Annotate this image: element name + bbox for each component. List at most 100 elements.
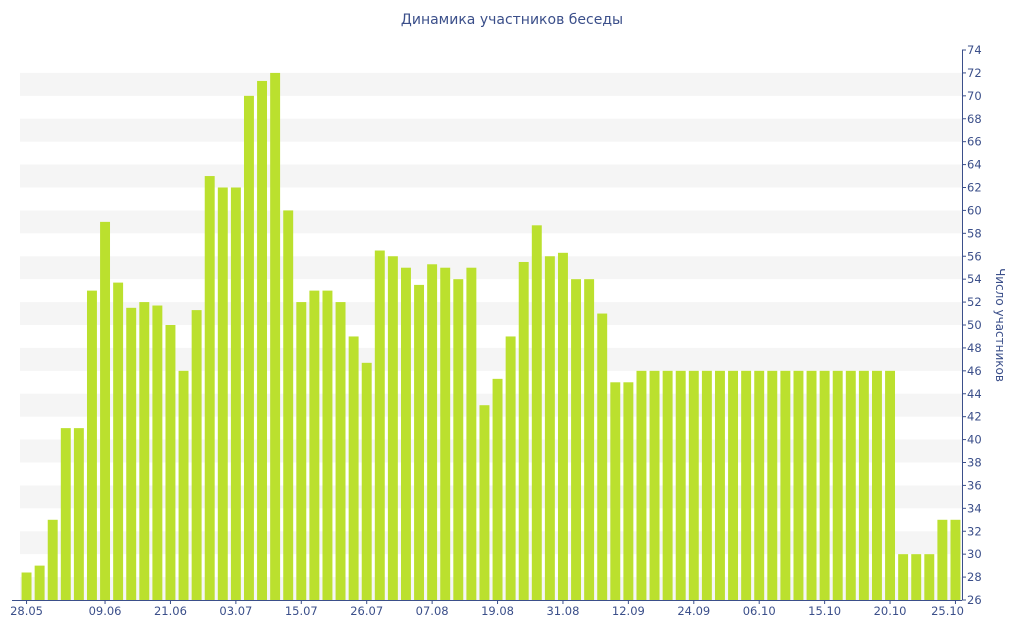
bar[interactable]: [283, 210, 294, 600]
bar[interactable]: [126, 307, 137, 600]
bar[interactable]: [937, 519, 948, 600]
bar[interactable]: [714, 370, 725, 600]
bar[interactable]: [296, 302, 307, 600]
bar[interactable]: [270, 72, 281, 600]
y-tick-label: 58: [967, 226, 982, 240]
bar[interactable]: [86, 290, 97, 600]
bar[interactable]: [845, 370, 856, 600]
bar[interactable]: [531, 225, 542, 600]
y-tick-label: 62: [967, 181, 982, 195]
x-tick-label: 12.09: [612, 604, 645, 618]
bar[interactable]: [741, 370, 752, 600]
bar[interactable]: [322, 290, 333, 600]
bar[interactable]: [243, 95, 254, 600]
bar[interactable]: [492, 378, 503, 600]
bar[interactable]: [688, 370, 699, 600]
bar[interactable]: [584, 279, 595, 600]
bar[interactable]: [21, 572, 32, 601]
y-tick-label: 66: [967, 135, 982, 149]
bar[interactable]: [911, 554, 922, 600]
bar[interactable]: [544, 256, 555, 600]
bar[interactable]: [950, 519, 961, 600]
bar[interactable]: [466, 267, 477, 600]
bar[interactable]: [165, 325, 176, 600]
bar[interactable]: [885, 370, 896, 600]
bar[interactable]: [623, 382, 634, 600]
y-tick-label: 28: [967, 570, 982, 584]
bar[interactable]: [374, 250, 385, 601]
bar[interactable]: [152, 305, 163, 600]
grid-band: [20, 347, 962, 371]
bar[interactable]: [780, 370, 791, 600]
bar[interactable]: [662, 370, 673, 600]
bar[interactable]: [806, 370, 817, 600]
bar[interactable]: [414, 284, 425, 600]
bar[interactable]: [60, 428, 71, 600]
y-tick-label: 74: [967, 43, 982, 57]
x-tick-label: 31.08: [546, 604, 579, 618]
bar[interactable]: [113, 282, 124, 600]
y-tick-label: 70: [967, 89, 982, 103]
bar[interactable]: [649, 370, 660, 600]
bar[interactable]: [505, 336, 516, 600]
bar[interactable]: [819, 370, 830, 600]
bar[interactable]: [361, 362, 372, 600]
bar[interactable]: [767, 370, 778, 600]
bar[interactable]: [636, 370, 647, 600]
grid-band: [20, 485, 962, 509]
bar[interactable]: [191, 310, 202, 600]
bar[interactable]: [754, 370, 765, 600]
bar[interactable]: [518, 261, 529, 600]
bar[interactable]: [610, 382, 621, 600]
bar[interactable]: [257, 80, 268, 600]
y-tick-label: 64: [967, 158, 982, 172]
bar[interactable]: [387, 256, 398, 600]
grid-band: [20, 118, 962, 142]
bar[interactable]: [335, 302, 346, 600]
bar[interactable]: [597, 313, 608, 600]
x-tick-label: 24.09: [677, 604, 710, 618]
bar[interactable]: [348, 336, 359, 600]
bar[interactable]: [571, 279, 582, 600]
bar[interactable]: [309, 290, 320, 600]
y-tick-label: 34: [967, 501, 982, 515]
bar[interactable]: [701, 370, 712, 600]
bar[interactable]: [728, 370, 739, 600]
bar[interactable]: [871, 370, 882, 600]
x-tick-label: 06.10: [743, 604, 776, 618]
bar[interactable]: [178, 370, 189, 600]
bar[interactable]: [204, 176, 215, 600]
bar[interactable]: [858, 370, 869, 600]
grid-band: [20, 577, 962, 600]
bar[interactable]: [557, 252, 568, 600]
x-tick-label: 09.06: [89, 604, 122, 618]
chart-title: Динамика участников беседы: [400, 12, 624, 28]
y-tick-label: 42: [967, 410, 982, 424]
bar[interactable]: [440, 267, 451, 600]
bar[interactable]: [427, 264, 438, 600]
bar[interactable]: [139, 302, 150, 600]
bar[interactable]: [400, 267, 411, 600]
bar[interactable]: [675, 370, 686, 600]
y-tick-label: 46: [967, 364, 982, 378]
y-tick-label: 72: [967, 66, 982, 80]
x-axis: 28.05 09.06 21.06 03.07 15.07 26.07 07.08 19.08…: [10, 600, 964, 618]
bar[interactable]: [100, 221, 111, 600]
bar[interactable]: [217, 187, 228, 601]
bar[interactable]: [479, 405, 490, 600]
bar[interactable]: [47, 519, 58, 600]
bar[interactable]: [793, 370, 804, 600]
y-tick-label: 50: [967, 318, 982, 332]
x-tick-label: 21.06: [154, 604, 187, 618]
grid-band: [20, 256, 962, 280]
bars: [21, 72, 961, 601]
bar[interactable]: [453, 279, 464, 600]
bar[interactable]: [73, 428, 84, 600]
bar[interactable]: [898, 554, 909, 600]
bar[interactable]: [832, 370, 843, 600]
bar[interactable]: [924, 554, 935, 600]
grid-band: [20, 164, 962, 188]
bar[interactable]: [34, 565, 45, 600]
bar[interactable]: [230, 187, 241, 601]
